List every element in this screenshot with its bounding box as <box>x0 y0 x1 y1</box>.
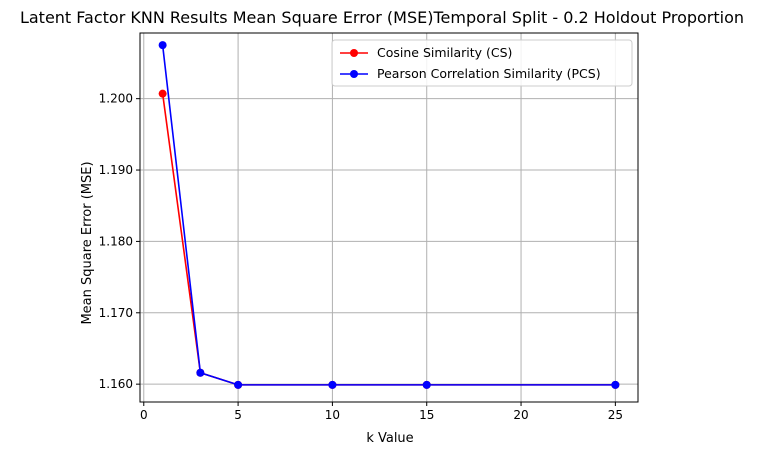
data-point <box>328 380 337 389</box>
data-point <box>611 380 620 389</box>
y-axis-label: Mean Square Error (MSE) <box>80 161 95 324</box>
x-tick-label: 15 <box>419 408 434 422</box>
x-tick-label: 5 <box>234 408 242 422</box>
y-tick-label: 1.170 <box>99 306 133 320</box>
y-tick-label: 1.200 <box>99 92 133 106</box>
chart-title: Latent Factor KNN Results Mean Square Er… <box>20 8 744 27</box>
legend: Cosine Similarity (CS) Pearson Correlatio… <box>331 39 633 87</box>
series-line-0 <box>161 93 616 386</box>
legend-marker <box>350 70 358 78</box>
data-point <box>158 89 167 98</box>
x-tick-label: 20 <box>513 408 528 422</box>
x-tick-label: 0 <box>140 408 148 422</box>
grid-lines <box>140 33 638 402</box>
legend-entry-label: Pearson Correlation Similarity (PCS) <box>377 66 601 81</box>
y-tick-label: 1.160 <box>99 377 133 391</box>
x-tick-label: 25 <box>608 408 623 422</box>
x-axis: 0 5 10 15 20 25 <box>140 402 623 422</box>
plot-series <box>158 41 620 389</box>
data-point <box>422 380 431 389</box>
data-point <box>158 41 167 50</box>
series-line-1 <box>161 45 616 386</box>
y-tick-label: 1.190 <box>99 163 133 177</box>
plot-area-frame <box>139 32 639 403</box>
data-point <box>234 380 243 389</box>
data-point <box>196 368 205 377</box>
legend-entry-label: Cosine Similarity (CS) <box>377 45 512 60</box>
x-axis-label: k Value <box>366 431 413 446</box>
y-tick-label: 1.180 <box>99 234 133 248</box>
legend-marker <box>350 49 358 57</box>
legend-box <box>331 39 633 87</box>
x-tick-label: 10 <box>325 408 340 422</box>
y-axis: 1.160 1.170 1.180 1.190 1.200 <box>99 92 140 391</box>
